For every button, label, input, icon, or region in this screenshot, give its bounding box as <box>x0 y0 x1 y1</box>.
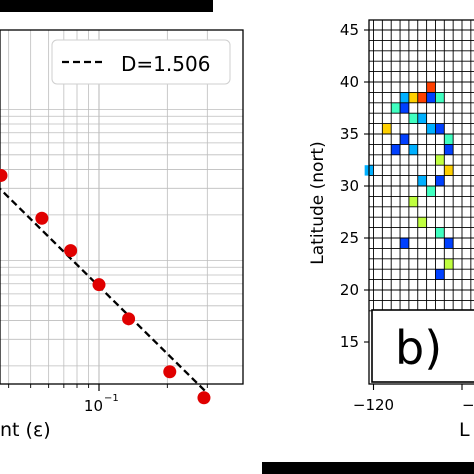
y-axis-label: Latitude (nort) <box>308 141 328 264</box>
panel-a-plot-area <box>0 30 243 384</box>
panel-a-grid <box>0 30 243 388</box>
panel-label: b) <box>371 309 474 383</box>
heatmap-cell <box>444 134 454 145</box>
data-point <box>92 278 106 292</box>
data-point <box>0 168 8 182</box>
data-point <box>197 391 211 405</box>
legend-box <box>51 39 231 85</box>
heatmap-cell <box>444 144 454 155</box>
heatmap-cell <box>444 165 454 176</box>
y-tick-label: 15 <box>340 333 359 351</box>
heatmap-cell <box>408 144 418 155</box>
panel-a: D=1.506 10 −1 nt (ε) <box>0 29 244 441</box>
panel-b-grid <box>369 20 474 316</box>
top-band <box>0 0 213 12</box>
panel-label-box <box>371 309 474 383</box>
legend: D=1.506 <box>51 39 231 85</box>
heatmap-cells <box>364 82 454 280</box>
x-tick-base: 10 <box>84 397 103 415</box>
bottom-band <box>262 462 474 474</box>
heatmap-cell <box>426 123 436 134</box>
data-point <box>163 365 177 379</box>
heatmap-cell <box>417 113 427 124</box>
y-tick-label: 40 <box>340 73 359 91</box>
data-point <box>122 312 136 326</box>
panel-b: b) 45 40 35 30 25 20 15 −120 −1 Latitude (nort)… <box>308 19 474 441</box>
x-tick-label: −1 <box>462 396 474 414</box>
heatmap-cell <box>417 92 427 103</box>
heatmap-cell <box>400 92 409 103</box>
heatmap-cell <box>426 186 436 197</box>
data-point <box>64 244 78 258</box>
heatmap-cell <box>426 82 436 93</box>
heatmap-cell <box>426 92 436 103</box>
x-axis-label-b: L <box>459 419 470 441</box>
data-point <box>35 211 49 225</box>
heatmap-cell <box>444 258 454 270</box>
panel-b-y-ticks: 45 40 35 30 25 20 15 <box>340 21 369 351</box>
heatmap-cell <box>400 134 409 145</box>
heatmap-cell <box>408 113 418 124</box>
y-tick-label: 30 <box>340 177 359 195</box>
panel-a-frame <box>0 29 244 385</box>
heatmap-cell <box>435 175 445 186</box>
y-tick-label: 25 <box>340 229 359 247</box>
heatmap-cell <box>382 123 392 134</box>
x-axis-label: nt (ε) <box>0 419 51 441</box>
heatmap-cell <box>435 123 445 134</box>
panel-label-text: b) <box>395 321 442 375</box>
heatmap-cell <box>391 102 401 114</box>
heatmap-cell <box>435 154 445 166</box>
heatmap-cell <box>417 175 427 186</box>
y-tick-label: 20 <box>340 281 359 299</box>
panel-b-frame <box>368 19 474 385</box>
y-tick-label: 35 <box>340 125 359 143</box>
x-tick-label: −120 <box>353 396 394 414</box>
heatmap-cell <box>417 217 427 228</box>
heatmap-cell <box>435 92 445 103</box>
x-tick-exponent: −1 <box>104 393 119 404</box>
heatmap-cell <box>435 269 445 280</box>
heatmap-cell <box>408 196 418 207</box>
heatmap-cell <box>444 238 454 249</box>
legend-label: D=1.506 <box>121 52 210 76</box>
y-tick-label: 45 <box>340 21 359 39</box>
panel-b-x-ticks: −120 −1 <box>353 384 474 414</box>
heatmap-cell <box>391 144 401 155</box>
heatmap-cell <box>435 227 445 238</box>
data-points <box>0 168 211 405</box>
x-tick-label: 10 −1 <box>84 384 119 415</box>
heatmap-cell <box>408 92 418 103</box>
heatmap-cell <box>400 102 409 114</box>
heatmap-cell <box>400 238 409 249</box>
